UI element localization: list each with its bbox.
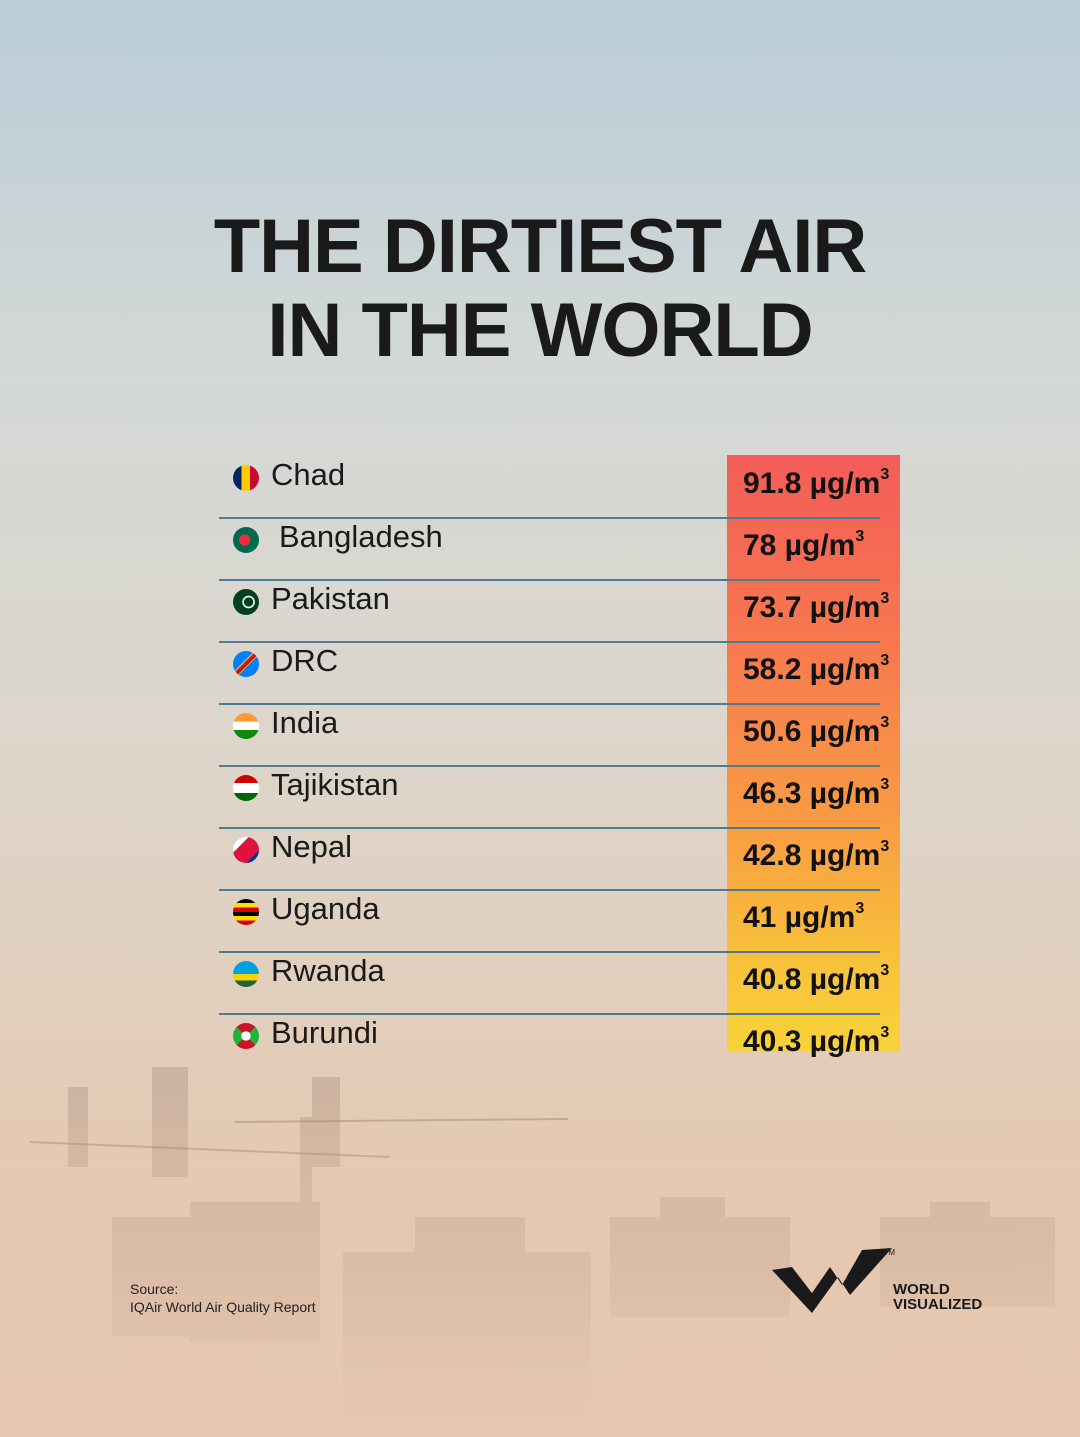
country-name: DRC — [271, 643, 339, 678]
country-name: Bangladesh — [279, 519, 443, 554]
country-name: Rwanda — [271, 953, 385, 988]
pm25-value: 50.6 µg/m3 — [743, 714, 890, 748]
table-row: Bangladesh 78 µg/m3 — [219, 517, 880, 581]
flag-icon — [233, 899, 259, 925]
pm25-value: 41 µg/m3 — [743, 900, 865, 934]
country-name: India — [271, 705, 339, 740]
pm25-value: 78 µg/m3 — [743, 528, 865, 562]
country-name: Tajikistan — [271, 767, 399, 802]
pm25-value: 91.8 µg/m3 — [743, 466, 890, 500]
table-row: Uganda 41 µg/m3 — [219, 889, 880, 953]
table-row: Burundi 40.3 µg/m3 — [219, 1013, 889, 1075]
table-row: Chad 91.8 µg/m3 — [219, 455, 889, 519]
table-row: Tajikistan 46.3 µg/m3 — [219, 765, 889, 829]
country-name: Pakistan — [271, 581, 390, 616]
country-name: Burundi — [271, 1015, 378, 1050]
table-row: Pakistan 73.7 µg/m3 — [219, 579, 889, 643]
pm25-value: 58.2 µg/m3 — [743, 652, 890, 686]
flag-icon — [233, 651, 259, 677]
brand-name: WORLD VISUALIZED — [893, 1281, 983, 1313]
flag-icon — [233, 1023, 259, 1049]
table-row: Nepal 42.8 µg/m3 — [219, 827, 889, 891]
flag-icon — [233, 589, 259, 615]
pm25-value: 46.3 µg/m3 — [743, 776, 890, 810]
country-name: Chad — [271, 457, 346, 492]
source-note: Source: IQAir World Air Quality Report — [130, 1281, 316, 1315]
table-row: Rwanda 40.8 µg/m3 — [219, 951, 889, 1015]
flag-icon — [233, 775, 259, 801]
country-name: Nepal — [271, 829, 352, 864]
world-visualized-logo: TM — [772, 1248, 895, 1313]
svg-text:TM: TM — [883, 1248, 895, 1257]
pm25-value: 42.8 µg/m3 — [743, 838, 890, 872]
country-name: Uganda — [271, 891, 380, 926]
flag-icon — [233, 713, 259, 739]
table-row: DRC 58.2 µg/m3 — [219, 641, 889, 705]
pm25-value: 40.3 µg/m3 — [743, 1024, 890, 1058]
flag-icon — [233, 465, 259, 491]
flag-icon — [233, 527, 259, 553]
foggy-skyline-background — [0, 1017, 1080, 1437]
pm25-value: 40.8 µg/m3 — [743, 962, 890, 996]
page-title: THE DIRTIEST AIR IN THE WORLD — [213, 204, 868, 373]
table-row: India 50.6 µg/m3 — [219, 703, 889, 767]
pm25-value: 73.7 µg/m3 — [743, 590, 890, 624]
flag-icon — [233, 837, 259, 863]
flag-icon — [233, 961, 259, 987]
